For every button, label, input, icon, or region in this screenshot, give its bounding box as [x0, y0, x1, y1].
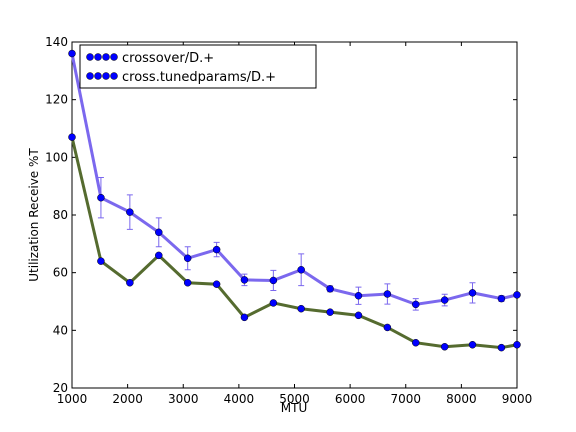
x-tick-label: 1000	[57, 392, 88, 406]
x-tick-label: 4000	[224, 392, 255, 406]
data-point	[497, 343, 506, 352]
legend-marker	[110, 53, 118, 61]
data-point	[440, 343, 449, 351]
data-point	[468, 341, 477, 349]
legend: crossover/D.+ cross.tunedparams/D.+	[79, 44, 317, 89]
legend-marker	[86, 72, 94, 80]
data-point	[354, 311, 363, 320]
x-tick-label: 8000	[446, 392, 477, 406]
data-point	[240, 276, 249, 284]
data-point	[297, 266, 305, 274]
legend-marker	[102, 72, 110, 80]
data-point	[354, 291, 363, 300]
x-tick-label: 6000	[335, 392, 366, 406]
legend-box	[79, 44, 317, 89]
data-point	[513, 341, 521, 349]
data-point	[212, 280, 221, 288]
data-point	[68, 49, 76, 58]
data-point	[126, 279, 134, 287]
data-point	[383, 323, 392, 332]
data-point	[240, 313, 249, 322]
legend-marker	[110, 72, 118, 80]
data-point	[440, 296, 449, 304]
legend-marker	[102, 53, 110, 61]
data-point	[97, 257, 105, 265]
data-point	[155, 228, 163, 237]
data-point	[183, 279, 192, 287]
data-point	[383, 290, 392, 298]
data-point	[183, 254, 192, 262]
x-tick-label: 7000	[390, 392, 421, 406]
legend-marker	[94, 53, 102, 61]
data-point	[412, 300, 420, 309]
y-tick-label: 80	[53, 208, 68, 222]
y-tick-label: 40	[53, 323, 68, 337]
legend-marker	[86, 53, 94, 61]
x-tick-label: 3000	[168, 392, 199, 406]
y-tick-label: 60	[53, 266, 68, 280]
data-point	[468, 289, 477, 297]
legend-marker	[94, 72, 102, 80]
x-axis-label: MTU	[281, 401, 307, 415]
data-point	[97, 193, 105, 202]
data-point	[297, 304, 305, 313]
data-point	[326, 308, 334, 316]
data-point	[497, 294, 506, 303]
y-tick-label: 100	[45, 150, 68, 164]
x-tick-label: 2000	[112, 392, 143, 406]
data-point	[269, 276, 278, 285]
data-point	[126, 208, 134, 216]
x-tick-label: 9000	[502, 392, 533, 406]
data-point	[155, 251, 163, 260]
data-point	[269, 299, 278, 307]
y-tick-label: 120	[45, 93, 68, 107]
legend-label: crossover/D.+	[122, 51, 214, 66]
y-axis-label: Utilization Receive %T	[27, 148, 41, 282]
y-tick-label: 20	[53, 381, 68, 395]
y-tick-label: 140	[45, 35, 68, 49]
x-tick-label: 5000	[279, 392, 310, 406]
data-point	[513, 291, 521, 299]
data-point	[212, 245, 221, 254]
data-point	[68, 133, 76, 141]
plot-frame	[71, 41, 518, 389]
legend-label: cross.tunedparams/D.+	[122, 70, 276, 85]
data-point	[326, 285, 334, 293]
data-point	[412, 338, 420, 347]
